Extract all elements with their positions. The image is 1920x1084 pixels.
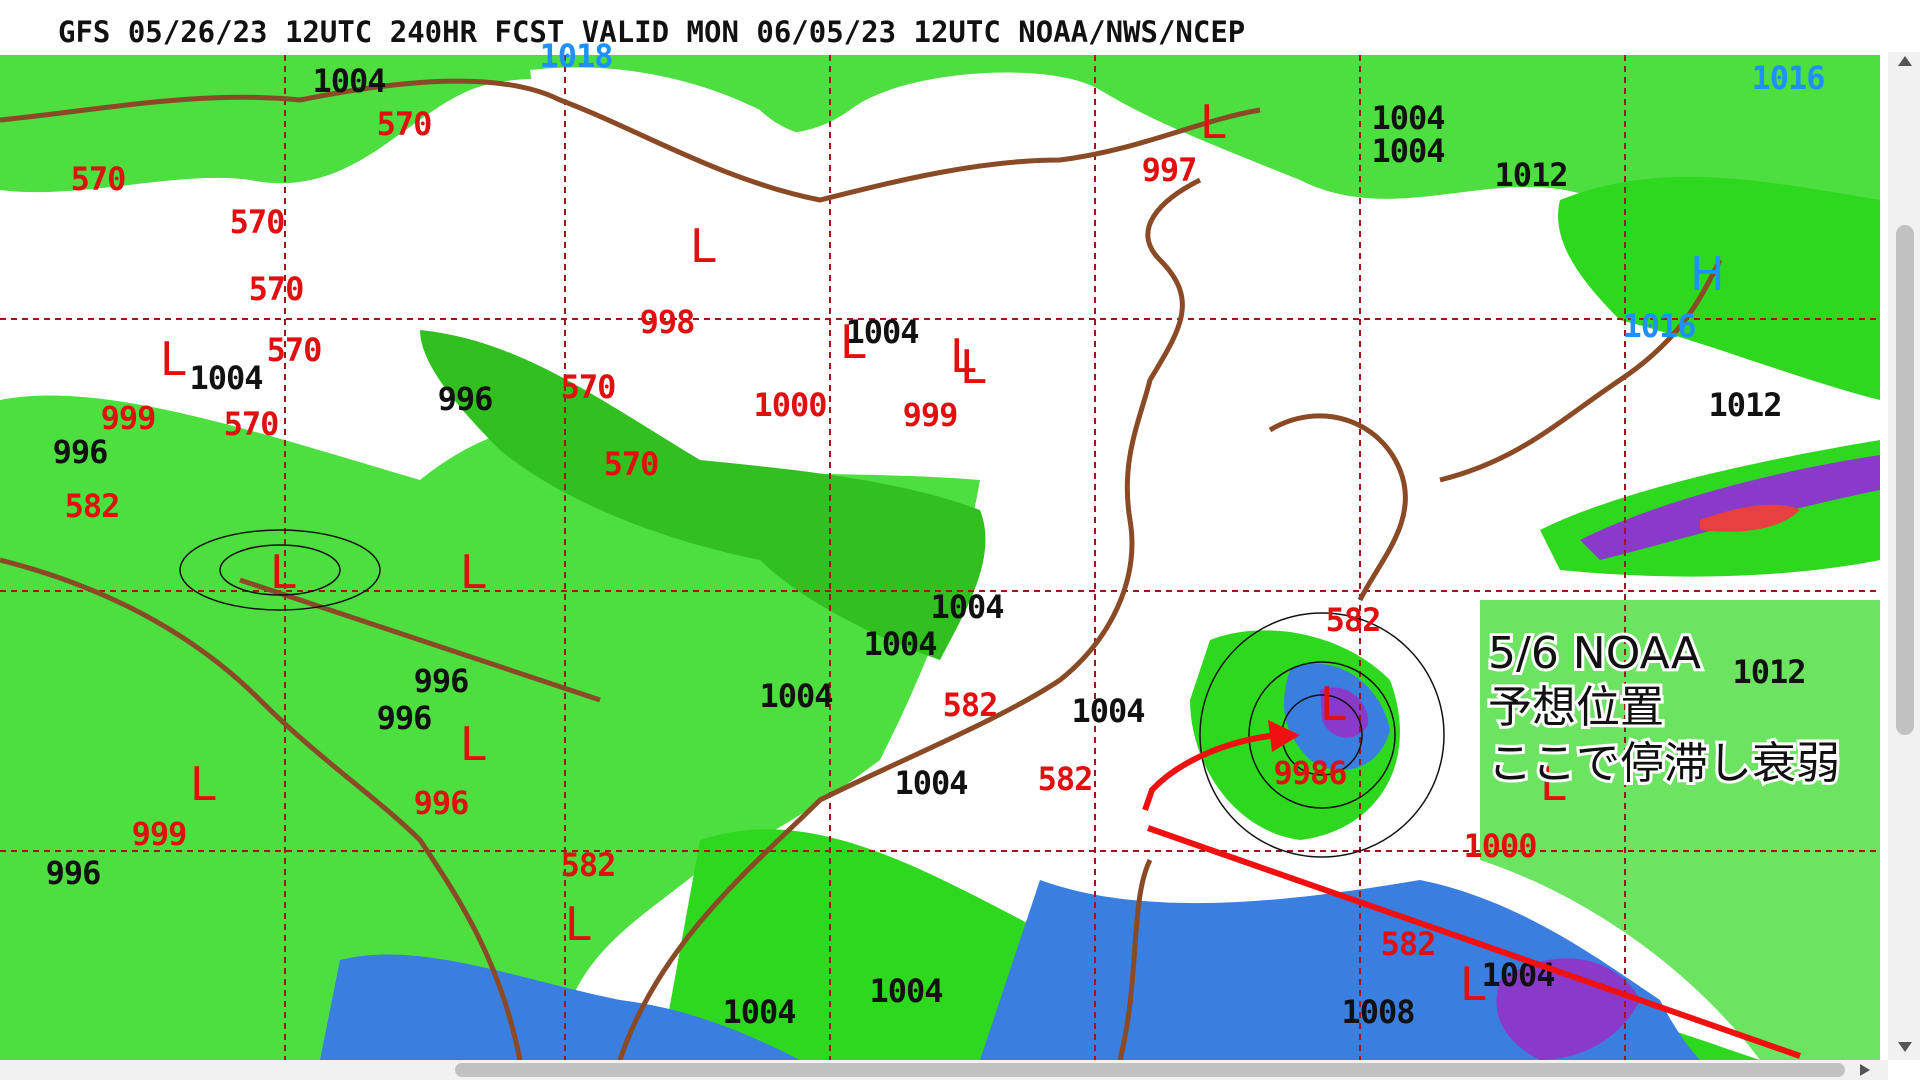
annotation-line: 予想位置 — [1488, 682, 1664, 733]
pressure-label: 1000 — [753, 386, 826, 424]
pressure-label: 582 — [1326, 601, 1381, 639]
pressure-label: 1004 — [1481, 956, 1554, 994]
stall-arrow — [1142, 732, 1279, 811]
low-symbol: L — [1460, 957, 1486, 1011]
pressure-label: 570 — [561, 368, 616, 406]
pressure-label: 1000 — [1463, 827, 1536, 865]
low-symbol: L — [460, 717, 486, 771]
pressure-label: 1004 — [845, 313, 918, 351]
scroll-thumb[interactable] — [1896, 225, 1914, 735]
pressure-label: 1004 — [1071, 692, 1144, 730]
high-symbol: H — [1690, 247, 1725, 301]
pressure-label: 1004 — [894, 764, 967, 802]
pressure-label: 996 — [414, 784, 469, 822]
pressure-label: 570 — [224, 405, 279, 443]
low-symbol: L — [1200, 95, 1226, 149]
pressure-label: 1004 — [930, 588, 1003, 626]
low-symbol: L — [960, 340, 986, 394]
low-symbol: L — [270, 545, 296, 599]
arrow-head — [1268, 720, 1300, 752]
pressure-label: 582 — [1038, 760, 1093, 798]
pressure-label: 1004 — [869, 972, 942, 1010]
pressure-label: 582 — [561, 846, 616, 884]
pressure-label: 999 — [101, 399, 156, 437]
low-symbol: L — [950, 329, 976, 383]
map-labels: 1004101857057057057057099710041004101210… — [46, 37, 1826, 1031]
annotation-line: ここで停滞し衰弱 — [1488, 738, 1840, 789]
pressure-label: 1018 — [539, 37, 612, 75]
low-symbol: L — [565, 897, 591, 951]
lat-lon-grid — [0, 55, 1880, 1060]
pressure-label: 1004 — [312, 62, 385, 100]
low-symbol: L — [1540, 757, 1566, 811]
track-arrows — [1142, 720, 1801, 1059]
pressure-label: 999 — [132, 815, 187, 853]
low-symbol: L — [840, 315, 866, 369]
pressure-label: 996 — [377, 699, 432, 737]
map-header: GFS 05/26/23 12UTC 240HR FCST VALID MON … — [58, 15, 1245, 49]
scroll-up[interactable] — [1898, 56, 1912, 66]
pressure-label: 570 — [267, 331, 322, 369]
pressure-label: 9986 — [1273, 754, 1346, 792]
scroll-down[interactable] — [1898, 1042, 1912, 1052]
pressure-label: 1004 — [722, 993, 795, 1031]
pressure-label: 1004 — [759, 677, 832, 715]
annotation: 5/6 NOAA 予想位置 ここで停滞し衰弱 — [1485, 625, 1843, 792]
scrollbars — [0, 52, 1920, 1080]
pressure-label: 997 — [1142, 151, 1197, 189]
pressure-label: 1004 — [1371, 132, 1444, 170]
precip-areas — [0, 55, 1880, 1060]
pressure-label: 570 — [377, 105, 432, 143]
pressure-label: 582 — [65, 487, 120, 525]
low-symbol: L — [460, 545, 486, 599]
pressure-label: 570 — [604, 445, 659, 483]
pressure-label: 582 — [1381, 925, 1436, 963]
coastlines — [0, 78, 1723, 1061]
pressure-label: 570 — [71, 160, 126, 198]
pressure-label: 570 — [230, 203, 285, 241]
pressure-label: 1008 — [1341, 993, 1414, 1031]
forecast-track — [1147, 825, 1801, 1059]
pressure-label: 999 — [903, 396, 958, 434]
low-symbol: L — [690, 219, 716, 273]
low-symbol: L — [190, 757, 216, 811]
low-symbol: L — [160, 332, 186, 386]
pressure-label: 996 — [414, 662, 469, 700]
isobars — [179, 529, 1445, 858]
scroll-thumb[interactable] — [455, 1063, 1845, 1077]
pressure-label: 1012 — [1708, 386, 1781, 424]
pressure-label: 1004 — [189, 359, 262, 397]
scroll-right[interactable] — [1860, 1064, 1870, 1076]
pressure-label: 1012 — [1494, 156, 1567, 194]
pressure-label: 996 — [53, 433, 108, 471]
low-symbol: L — [1320, 677, 1346, 731]
pressure-label: 1004 — [1371, 99, 1444, 137]
pressure-label: 996 — [438, 380, 493, 418]
pressure-label: 1004 — [863, 625, 936, 663]
pressure-label: 996 — [46, 854, 101, 892]
pressure-label: 570 — [249, 270, 304, 308]
pressure-label: 1012 — [1732, 653, 1805, 691]
pressure-label: 998 — [640, 303, 695, 341]
annotation-line: 5/6 NOAA — [1488, 628, 1701, 679]
pressure-label: 1016 — [1622, 307, 1695, 345]
pressure-label: 582 — [943, 686, 998, 724]
pressure-label: 1016 — [1751, 59, 1824, 97]
